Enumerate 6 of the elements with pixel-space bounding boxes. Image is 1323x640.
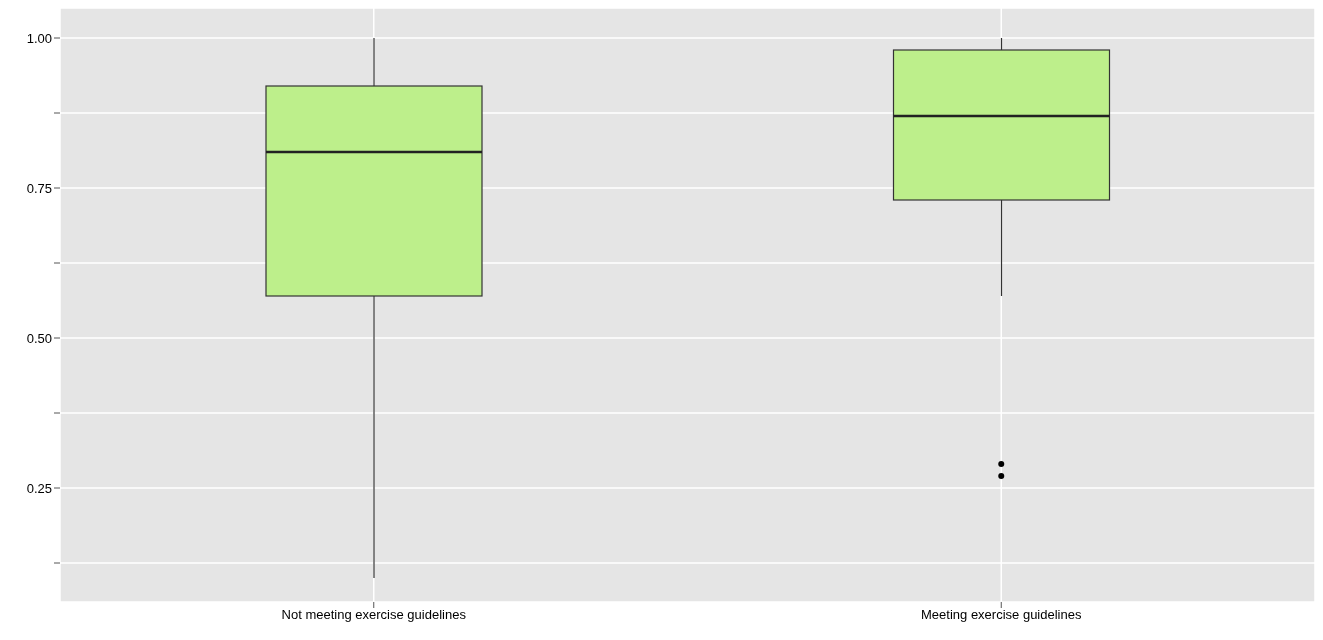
x-tick-label: Not meeting exercise guidelines [281, 607, 467, 623]
y-tick-label: 0.50 [26, 330, 52, 346]
x-tick-label: Meeting exercise guidelines [921, 607, 1082, 623]
y-tick-label: 0.25 [26, 480, 52, 496]
y-tick-label: 0.75 [26, 180, 52, 196]
y-tick-label: 1.00 [26, 30, 52, 46]
